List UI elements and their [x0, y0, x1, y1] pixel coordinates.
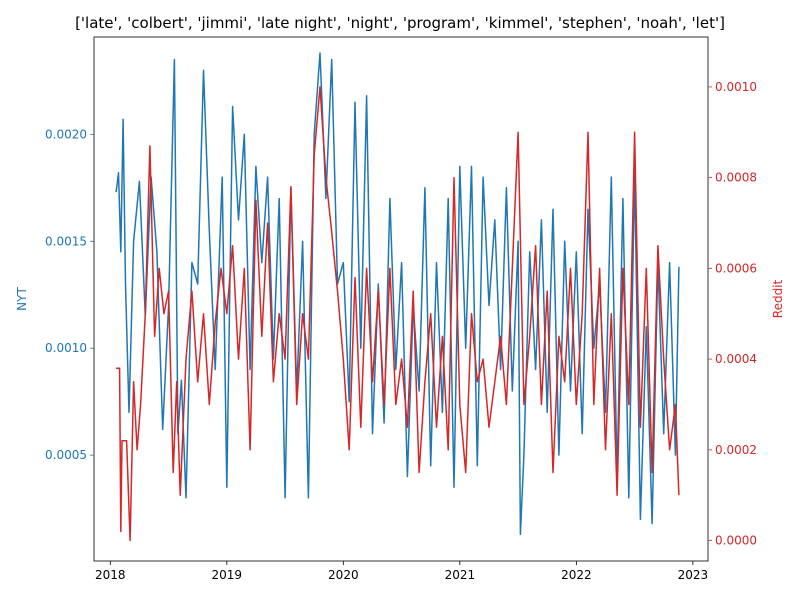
series-line-reddit [116, 86, 680, 542]
left-axis-label: NYT [15, 287, 29, 311]
x-tick-label: 2021 [445, 568, 476, 582]
right-tick-label: 0.0002 [715, 443, 757, 457]
right-tick-label: 0.0010 [715, 80, 757, 94]
x-tick-label: 2023 [678, 568, 709, 582]
right-y-axis: 0.0000 0.0002 0.0004 0.0006 0.0008 0.0010 [708, 80, 757, 548]
x-tick-label: 2019 [212, 568, 243, 582]
left-y-axis: 0.0005 0.0010 0.0015 0.0020 [45, 127, 94, 462]
chart-title: ['late', 'colbert', 'jimmi', 'late night… [75, 14, 725, 32]
right-tick-label: 0.0000 [715, 534, 757, 548]
x-tick-label: 2022 [561, 568, 592, 582]
left-tick-label: 0.0010 [45, 341, 87, 355]
right-tick-label: 0.0004 [715, 352, 757, 366]
plot-frame [93, 36, 709, 562]
left-tick-label: 0.0020 [45, 127, 87, 141]
x-tick-label: 2018 [95, 568, 126, 582]
series-line-nyt [115, 52, 680, 536]
right-tick-label: 0.0008 [715, 171, 757, 185]
series-layer [115, 52, 680, 542]
right-axis-label: Reddit [771, 279, 785, 318]
x-tick-label: 2020 [328, 568, 359, 582]
left-tick-label: 0.0015 [45, 234, 87, 248]
x-axis: 2018 2019 2020 2021 2022 2023 [95, 561, 708, 582]
right-tick-label: 0.0006 [715, 261, 757, 275]
left-tick-label: 0.0005 [45, 448, 87, 462]
